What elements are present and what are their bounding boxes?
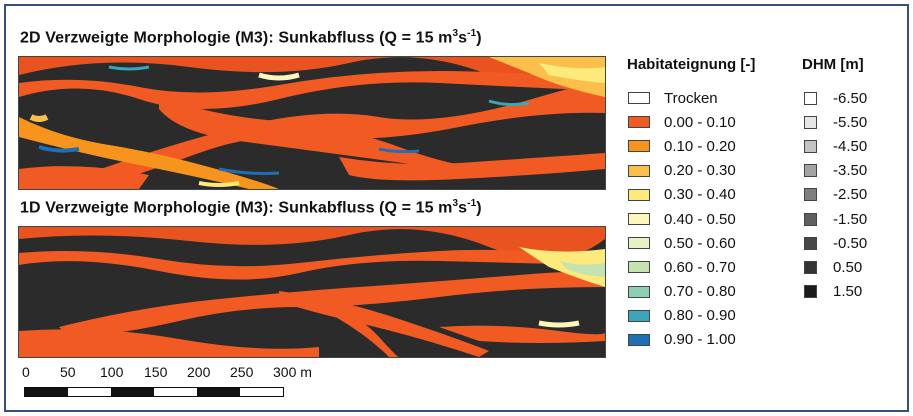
legend-swatch <box>804 188 817 202</box>
habitat-legend-item: 0.90 - 1.00 <box>628 328 736 352</box>
panel-2d-title: 2D Verzweigte Morphologie (M3): Sunkabfl… <box>20 28 482 47</box>
legend-label: 0.30 - 0.40 <box>664 186 736 204</box>
scale-segment <box>154 388 197 396</box>
legend-swatch <box>628 116 650 129</box>
habitat-legend-item: Trocken <box>628 86 736 110</box>
legend-swatch <box>628 140 650 153</box>
habitat-legend-item: 0.80 - 0.90 <box>628 304 736 328</box>
legend-label: 0.20 - 0.30 <box>664 162 736 180</box>
scale-bar <box>24 387 284 397</box>
habitat-legend-item: 0.50 - 0.60 <box>628 231 736 255</box>
legend-swatch <box>804 285 817 299</box>
legend-label: -5.50 <box>833 113 868 131</box>
legend-label: Trocken <box>664 89 718 107</box>
scale-label: 50 <box>60 364 76 380</box>
dhm-legend-item: -2.50 <box>804 183 867 207</box>
legend-label: 1.50 <box>833 283 863 301</box>
habitat-legend-item: 0.20 - 0.30 <box>628 159 736 183</box>
scale-segment <box>25 388 68 396</box>
legend-swatch <box>628 92 650 105</box>
habitat-legend-item: 0.60 - 0.70 <box>628 255 736 279</box>
scale-segment <box>197 388 240 396</box>
legend-swatch <box>628 285 650 298</box>
scale-label: 150 <box>144 364 168 380</box>
scale-segment <box>240 388 283 396</box>
dhm-legend-item: 1.50 <box>804 280 867 304</box>
figure-frame: 2D Verzweigte Morphologie (M3): Sunkabfl… <box>4 4 909 412</box>
dhm-legend: -6.50 -5.50 -4.50 -3.50 -2.50 -1.50 -0.50 0.50 1… <box>804 86 867 304</box>
scale-bar-labels: 0 50 100 150 200 250 300 m <box>22 364 342 382</box>
panel-1d-title: 1D Verzweigte Morphologie (M3): Sunkabfl… <box>20 198 482 217</box>
dhm-legend-title: DHM [m] <box>802 56 864 73</box>
habitat-legend-title: Habitateignung [-] <box>627 56 756 73</box>
legend-label: -6.50 <box>833 89 868 107</box>
legend-swatch <box>804 260 817 274</box>
legend-label: 0.80 - 0.90 <box>664 307 736 325</box>
dhm-legend-item: -4.50 <box>804 134 867 158</box>
dhm-legend-item: 0.50 <box>804 255 867 279</box>
habitat-legend: Trocken 0.00 - 0.10 0.10 - 0.20 0.20 - 0.30… <box>628 86 736 352</box>
legend-swatch <box>628 237 650 250</box>
dhm-legend-item: -0.50 <box>804 231 867 255</box>
legend-label: -4.50 <box>833 137 868 155</box>
legend-label: 0.40 - 0.50 <box>664 210 736 228</box>
scale-label: 0 <box>22 364 30 380</box>
legend-label: 0.50 <box>833 258 863 276</box>
dhm-legend-item: -6.50 <box>804 86 867 110</box>
legend-label: -3.50 <box>833 162 868 180</box>
habitat-legend-item: 0.10 - 0.20 <box>628 134 736 158</box>
legend-swatch <box>804 139 817 153</box>
legend-swatch <box>628 261 650 274</box>
legend-label: -0.50 <box>833 234 868 252</box>
habitat-legend-item: 0.30 - 0.40 <box>628 183 736 207</box>
legend-swatch <box>804 212 817 226</box>
legend-label: 0.10 - 0.20 <box>664 137 736 155</box>
habitat-legend-item: 0.00 - 0.10 <box>628 110 736 134</box>
legend-label: -1.50 <box>833 210 868 228</box>
legend-label: 0.00 - 0.10 <box>664 113 736 131</box>
legend-swatch <box>628 333 650 346</box>
scale-label: 100 <box>100 364 124 380</box>
legend-swatch <box>628 309 650 322</box>
habitat-legend-item: 0.40 - 0.50 <box>628 207 736 231</box>
legend-label: 0.90 - 1.00 <box>664 331 736 349</box>
scale-segment <box>111 388 154 396</box>
dhm-legend-item: -5.50 <box>804 110 867 134</box>
legend-swatch <box>804 91 817 105</box>
scale-label: 250 <box>230 364 254 380</box>
scale-label: 300 m <box>273 364 312 380</box>
legend-label: 0.70 - 0.80 <box>664 283 736 301</box>
dhm-legend-item: -1.50 <box>804 207 867 231</box>
legend-label: 0.60 - 0.70 <box>664 258 736 276</box>
legend-swatch <box>804 236 817 250</box>
legend-swatch <box>804 115 817 129</box>
legend-swatch <box>804 164 817 178</box>
map-2d-habitat <box>18 56 606 190</box>
map-1d-habitat <box>18 226 606 358</box>
legend-label: 0.50 - 0.60 <box>664 234 736 252</box>
legend-swatch <box>628 164 650 177</box>
legend-swatch <box>628 213 650 226</box>
scale-segment <box>68 388 111 396</box>
habitat-legend-item: 0.70 - 0.80 <box>628 280 736 304</box>
legend-label: -2.50 <box>833 186 868 204</box>
scale-label: 200 <box>187 364 211 380</box>
dhm-legend-item: -3.50 <box>804 159 867 183</box>
legend-swatch <box>628 188 650 201</box>
